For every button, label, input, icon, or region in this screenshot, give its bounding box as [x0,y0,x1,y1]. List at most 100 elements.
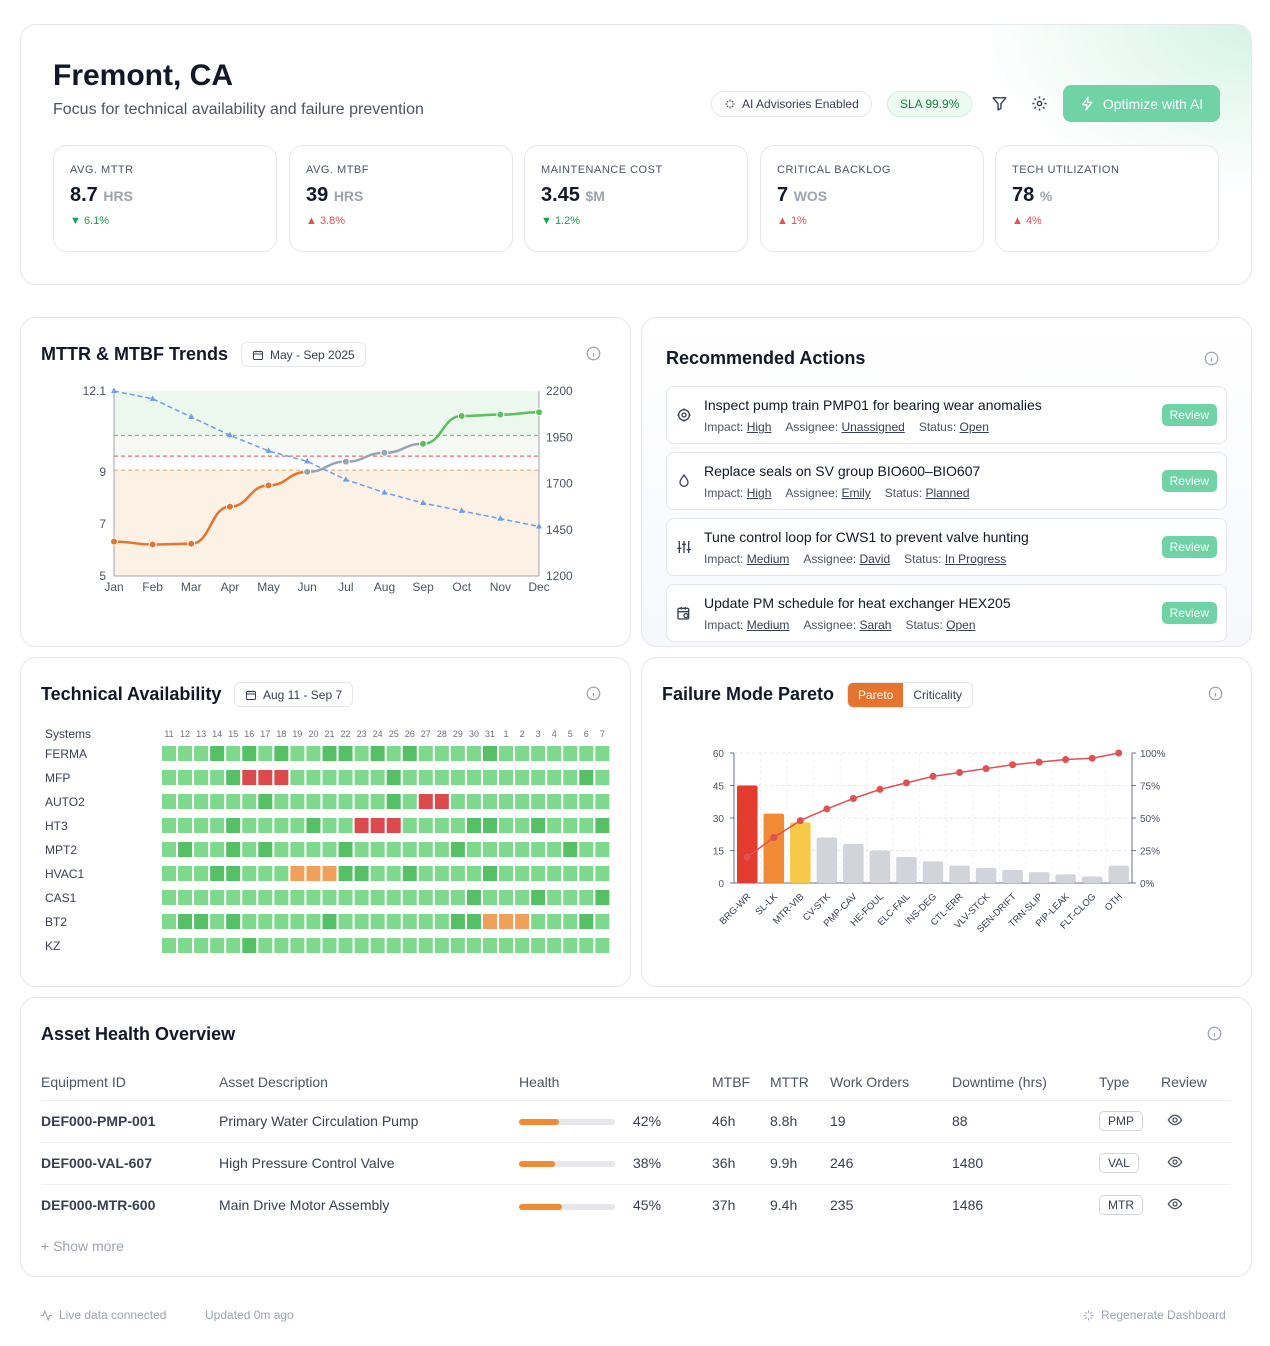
availability-cell [322,770,337,785]
mtbf-point [110,537,118,546]
availability-cell [386,818,401,833]
availability-cell [450,746,465,761]
x-tick-label: OTH [1103,891,1125,913]
availability-date-range[interactable]: Aug 11 - Sep 7 [234,682,354,707]
kpi-label: CRITICAL BACKLOG [777,164,891,176]
info-icon[interactable] [586,686,601,701]
availability-cell [595,746,610,761]
availability-cell [274,938,289,953]
review-button[interactable]: Review [1161,602,1217,624]
impact-link[interactable]: Medium [746,618,790,632]
col-mtbf[interactable]: MTBF [712,1073,751,1090]
droplet-icon [679,473,689,487]
availability-cell [258,842,273,857]
recommendation-meta: Impact: High Assignee: Unassigned Status: … [704,420,989,434]
eye-icon[interactable] [1167,1154,1183,1170]
status-link[interactable]: Planned [925,486,970,500]
equipment-id: DEF000-PMP-001 [41,1099,219,1142]
eye-icon[interactable] [1167,1196,1183,1212]
availability-cell [434,746,449,761]
show-more-link[interactable]: + Show more [41,1238,124,1254]
col-downtime[interactable]: Downtime (hrs) [952,1073,1047,1090]
availability-cell [178,818,193,833]
availability-cell [210,842,225,857]
review-button[interactable]: Review [1161,470,1217,492]
x-tick-label: Nov [490,580,511,594]
info-icon[interactable] [1204,351,1219,366]
mttr-point [304,457,311,464]
info-icon[interactable] [1207,1026,1222,1041]
filter-icon[interactable] [991,95,1008,112]
type-cell: VAL [1099,1141,1161,1184]
regenerate-dashboard-button[interactable]: Regenerate Dashboard [1082,1308,1226,1322]
col-type[interactable]: Type [1099,1073,1130,1090]
availability-cell [290,866,305,881]
mtbf-point [419,439,428,448]
availability-cell [290,914,305,929]
table-row[interactable]: DEF000-VAL-607 High Pressure Control Valv… [41,1141,1231,1184]
col-work-orders[interactable]: Work Orders [830,1073,910,1090]
availability-cell [338,890,353,905]
status-link[interactable]: Open [946,618,976,632]
tab-criticality[interactable]: Criticality [913,688,963,702]
availability-cell [290,938,305,953]
updated-status: Updated 0m ago [205,1308,294,1322]
review-button[interactable]: Review [1161,404,1217,426]
availability-cell [322,866,337,881]
availability-cell [370,866,385,881]
impact-link[interactable]: High [746,486,772,500]
settings-gear-icon[interactable] [1031,95,1048,112]
column-day-label: 12 [180,729,190,739]
table-row[interactable]: DEF000-MTR-600 Main Drive Motor Assembly 4… [41,1183,1231,1226]
y2-tick-label: 50% [1140,814,1160,825]
assignee-link[interactable]: Sarah [859,618,892,632]
col-equipment-id[interactable]: Equipment ID [41,1073,126,1090]
status-link[interactable]: In Progress [944,552,1007,566]
review-button[interactable]: Review [1161,536,1217,558]
availability-cell [515,818,530,833]
recommended-actions-card: Recommended Actions Inspect pump train P… [641,317,1252,647]
availability-cell [370,794,385,809]
availability-cell [595,842,610,857]
trends-card: MTTR & MTBF Trends May - Sep 2025 12.1 9 7… [20,317,631,647]
col-health[interactable]: Health [519,1073,560,1090]
system-row-label: HT3 [45,819,68,833]
impact-link[interactable]: Medium [746,552,790,566]
recommendation-item[interactable]: Replace seals on SV group BIO600–BIO607 … [666,452,1227,510]
availability-cell [386,890,401,905]
recommendation-meta: Impact: Medium Assignee: Sarah Status: Ope… [704,618,976,632]
optimize-with-ai-button[interactable]: Optimize with AI [1063,85,1220,122]
info-icon[interactable] [1208,686,1223,701]
info-icon[interactable] [586,346,601,361]
assignee-link[interactable]: Emily [841,486,871,500]
col-review[interactable]: Review [1161,1073,1207,1090]
table-row[interactable]: DEF000-PMP-001 Primary Water Circulation … [41,1099,1231,1142]
recommendation-item[interactable]: Update PM schedule for heat exchanger HE… [666,584,1227,642]
trends-date-range[interactable]: May - Sep 2025 [241,342,366,367]
sliders-icon [677,541,691,553]
assignee-link[interactable]: Unassigned [841,420,905,434]
col-asset-description[interactable]: Asset Description [219,1073,328,1090]
status-link[interactable]: Open [959,420,989,434]
availability-cell [483,890,497,905]
eye-icon[interactable] [1167,1112,1183,1128]
tab-pareto[interactable]: Pareto [848,683,904,707]
col-mttr[interactable]: MTTR [770,1073,809,1090]
recommendation-item[interactable]: Inspect pump train PMP01 for bearing wea… [666,386,1227,444]
cumulative-point [1009,761,1017,769]
column-day-label: 4 [552,729,557,739]
availability-cell [258,890,273,905]
assignee-link[interactable]: David [859,552,891,566]
recommendation-item[interactable]: Tune control loop for CWS1 to prevent va… [666,518,1227,576]
trends-title: MTTR & MTBF Trends [41,344,228,364]
y-tick-label: 60 [713,749,725,760]
availability-cell [579,770,594,785]
ai-advisories-badge[interactable]: AI Advisories Enabled [711,91,872,117]
availability-cell [418,938,433,953]
availability-cell [386,794,401,809]
availability-cell [226,890,241,905]
availability-cell [226,842,241,857]
y-right-tick-label: 1200 [546,569,573,583]
availability-cell [354,842,369,857]
impact-link[interactable]: High [746,420,772,434]
